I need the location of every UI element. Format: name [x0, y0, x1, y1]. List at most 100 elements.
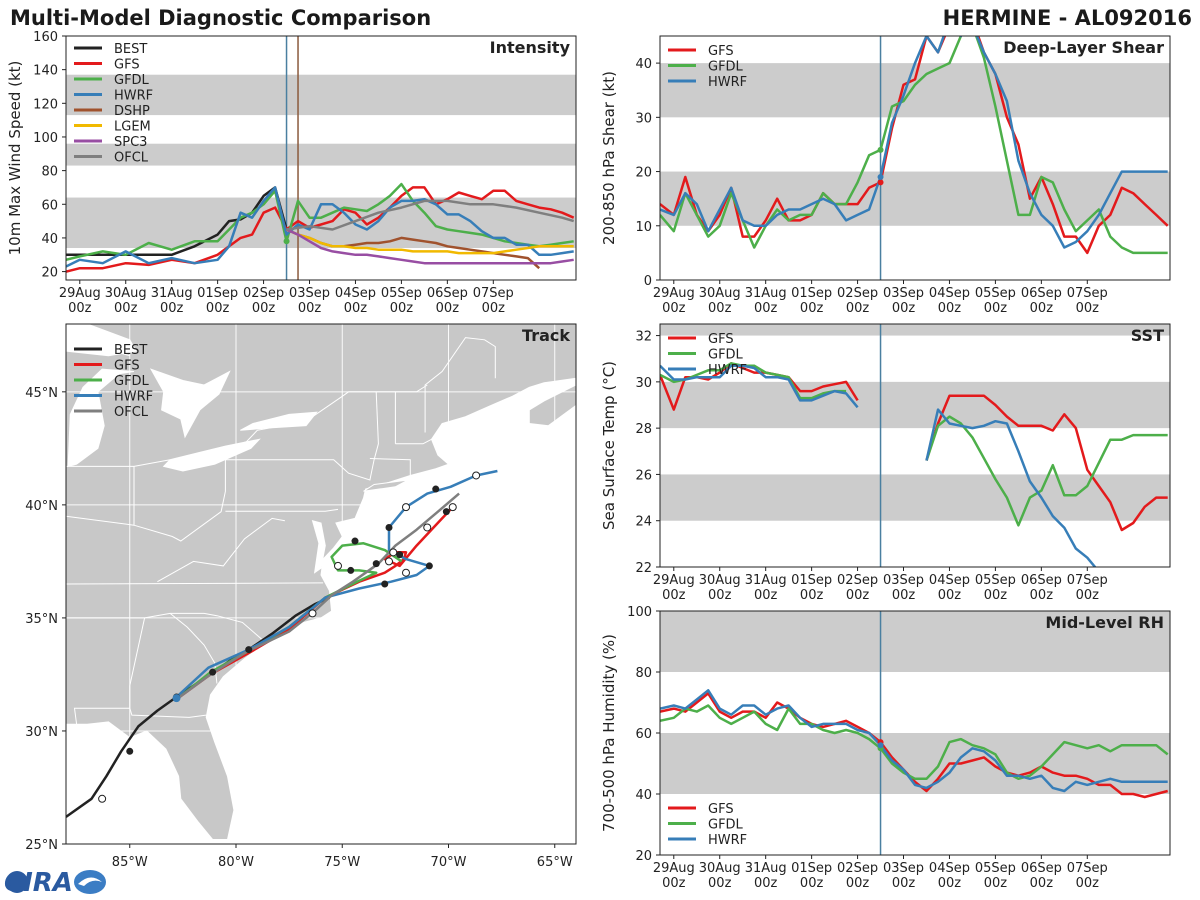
- y-tick-label: 30: [635, 376, 652, 391]
- y-tick-label: 160: [33, 30, 58, 45]
- x-tick-label: 05Sep: [975, 861, 1016, 876]
- series-group: [660, 689, 1169, 799]
- track-marker-filled: [381, 580, 389, 588]
- plot-frame: [65, 35, 577, 281]
- state-border: [225, 391, 379, 481]
- track-marker-filled: [209, 668, 217, 676]
- y-tick-label: 26: [635, 468, 652, 483]
- x-tick-sublabel: 00z: [846, 588, 870, 603]
- y-tick-label: 60: [635, 727, 652, 742]
- x-tick-label: 30Aug: [699, 861, 741, 876]
- legend-label-best: BEST: [114, 343, 147, 358]
- y-tick-label: 60: [41, 198, 58, 213]
- track-marker-open: [472, 471, 481, 480]
- lat-tick-label: 25°N: [25, 838, 58, 853]
- x-tick-label: 29Aug: [59, 286, 101, 301]
- x-tick-label: 01Sep: [791, 286, 832, 301]
- series-line-gfdl: [660, 36, 1168, 255]
- x-tick-sublabel: 00z: [938, 588, 962, 603]
- x-tick-label: 04Sep: [929, 573, 970, 588]
- x-tick-label: 05Sep: [975, 286, 1016, 301]
- legend-label-gfdl: GFDL: [114, 73, 150, 88]
- threshold-band: [66, 143, 576, 166]
- x-tick-sublabel: 00z: [206, 301, 230, 316]
- x-tick-sublabel: 00z: [482, 301, 506, 316]
- x-tick-label: 31Aug: [745, 573, 787, 588]
- x-tick-sublabel: 00z: [846, 876, 870, 891]
- panel-title: SST: [1131, 326, 1164, 345]
- x-tick-sublabel: 00z: [1076, 301, 1100, 316]
- legend-label-gfs: GFS: [708, 44, 734, 59]
- x-tick-label: 02Sep: [837, 861, 878, 876]
- y-tick-label: 10: [635, 220, 652, 235]
- x-tick-sublabel: 00z: [892, 876, 916, 891]
- x-tick-label: 03Sep: [883, 573, 924, 588]
- track-line-ofcl: [175, 492, 460, 701]
- x-tick-sublabel: 00z: [662, 301, 686, 316]
- x-tick-sublabel: 00z: [708, 588, 732, 603]
- y-tick-label: 20: [635, 849, 652, 864]
- x-tick-label: 04Sep: [335, 286, 376, 301]
- x-tick-sublabel: 00z: [1076, 876, 1100, 891]
- y-tick-label: 120: [33, 97, 58, 112]
- track-marker-filled: [245, 646, 253, 654]
- series-line-lgem: [285, 228, 574, 255]
- x-tick-label: 07Sep: [473, 286, 514, 301]
- logo-wave-icon: [74, 870, 106, 894]
- state-border: [424, 337, 496, 433]
- track-marker-open: [448, 503, 457, 512]
- lon-tick-label: 85°W: [112, 855, 148, 870]
- series-line-hwrf: [66, 186, 574, 268]
- logo-text: CIRA: [4, 868, 73, 898]
- track-marker-filled: [442, 508, 450, 516]
- init-marker-gfdl: [283, 238, 290, 245]
- threshold-band: [660, 171, 1170, 226]
- track-marker-filled: [126, 747, 134, 755]
- cira-logo: CIRA: [4, 868, 106, 898]
- series-line-spc3: [285, 228, 574, 265]
- track-frame: [65, 323, 577, 845]
- track-marker-open: [402, 503, 410, 512]
- panel-title: Mid-Level RH: [1045, 613, 1164, 632]
- series-line-gfdl: [925, 415, 1168, 527]
- state-border: [225, 508, 339, 512]
- long-island: [363, 479, 409, 492]
- y-tick-label: 28: [635, 422, 652, 437]
- x-tick-sublabel: 00z: [662, 876, 686, 891]
- state-border: [66, 337, 130, 357]
- y-tick-label: 20: [41, 266, 58, 281]
- lat-tick-label: 35°N: [25, 612, 58, 627]
- panel-title: Intensity: [490, 38, 571, 57]
- x-tick-label: 03Sep: [289, 286, 330, 301]
- x-tick-label: 01Sep: [791, 573, 832, 588]
- y-tick-label: 0: [644, 274, 652, 289]
- y-tick-label: 32: [635, 330, 652, 345]
- lon-tick-label: 80°W: [218, 855, 254, 870]
- legend-label-gfs: GFS: [114, 359, 140, 374]
- x-tick-label: 07Sep: [1067, 573, 1108, 588]
- x-tick-label: 02Sep: [837, 286, 878, 301]
- series-line-gfdl: [66, 182, 574, 262]
- x-tick-label: 03Sep: [883, 861, 924, 876]
- track-marker-filled: [372, 560, 380, 568]
- init-marker-gfs: [877, 179, 884, 186]
- x-tick-label: 02Sep: [837, 573, 878, 588]
- legend-label-gfdl: GFDL: [708, 818, 744, 833]
- x-tick-label: 07Sep: [1067, 286, 1108, 301]
- x-tick-label: 06Sep: [1021, 861, 1062, 876]
- series-line-hwrf: [660, 689, 1168, 793]
- y-tick-label: 140: [33, 64, 58, 79]
- state-border: [395, 438, 432, 445]
- state-border: [369, 458, 411, 476]
- y-tick-label: 40: [635, 57, 652, 72]
- x-tick-label: 30Aug: [699, 286, 741, 301]
- y-tick-label: 24: [635, 515, 652, 530]
- x-tick-label: 03Sep: [883, 286, 924, 301]
- track-marker-filled: [385, 523, 393, 531]
- series-line-ofcl: [286, 199, 575, 231]
- legend-label-gfs: GFS: [708, 332, 734, 347]
- y-axis-label: Sea Surface Temp (°C): [600, 361, 618, 530]
- legend-label-hwrf: HWRF: [708, 363, 747, 378]
- series-line-hwrf: [660, 364, 859, 409]
- legend-label-hwrf: HWRF: [114, 390, 153, 405]
